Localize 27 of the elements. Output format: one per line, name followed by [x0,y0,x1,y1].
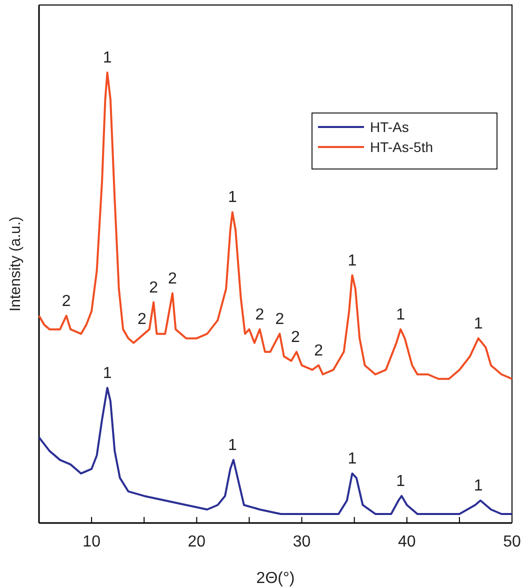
legend-label: HT-As [370,119,409,135]
x-tick-label: 20 [188,533,206,550]
annotation: 1 [228,189,237,206]
annotation: 2 [138,310,147,328]
annotation: 2 [291,328,300,346]
x-tick-label: 40 [398,533,416,550]
annotation: 1 [474,315,483,332]
annotation: 2 [168,270,178,288]
annotation: 2 [149,279,158,296]
y-axis-title: Intensity (a.u.) [7,216,24,312]
annotation: 1 [102,364,112,382]
annotation: 2 [62,292,71,310]
x-tick-label: 50 [503,533,521,550]
annotation: 2 [314,342,324,360]
x-tick-label: 30 [292,533,311,550]
annotation: 1 [348,252,357,270]
annotation: 2 [275,310,284,328]
x-tick-label: 10 [82,533,101,550]
x-axis-title: 2Θ(°) [256,570,295,587]
annotation: 2 [255,306,264,324]
annotation: 1 [396,472,406,490]
annotation: 1 [474,477,483,494]
annotation: 1 [228,436,237,454]
legend-label: HT-As-5th [370,139,434,155]
annotation: 1 [102,50,112,67]
annotation: 1 [348,450,357,468]
annotation: 1 [396,306,406,324]
